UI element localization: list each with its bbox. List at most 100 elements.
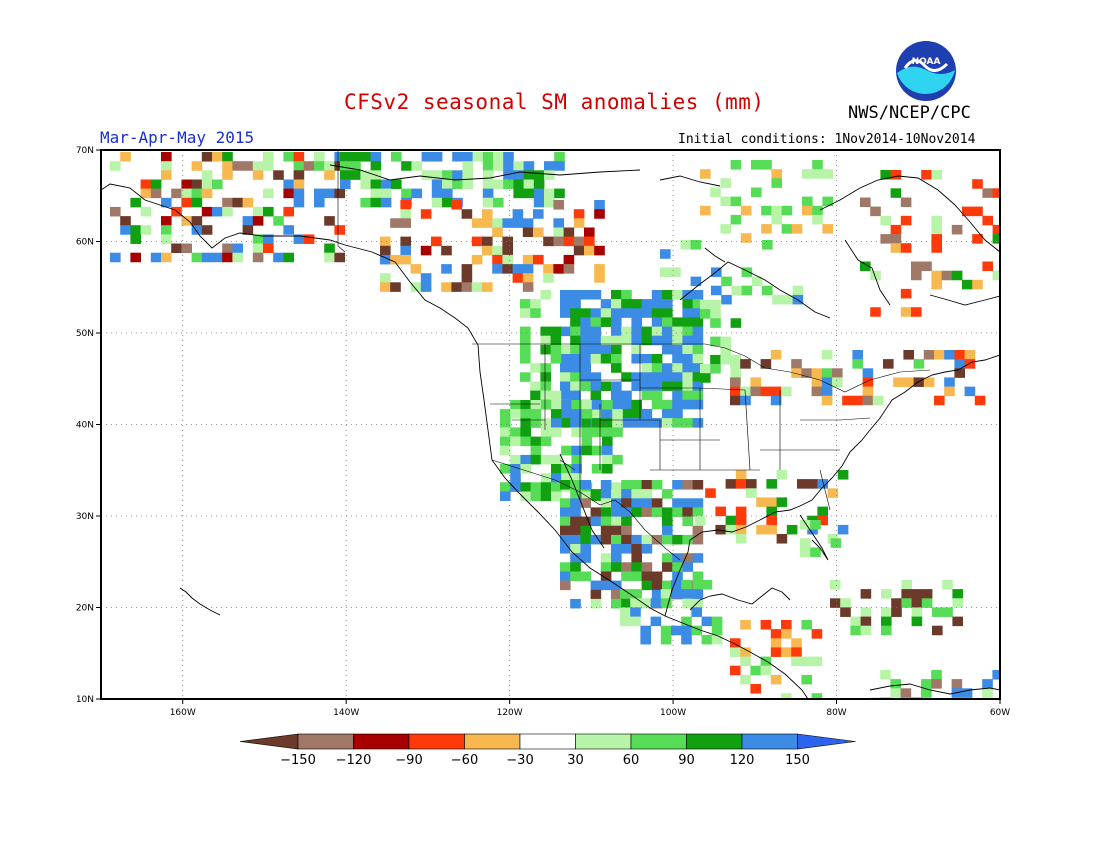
- anomaly-cell: [621, 390, 632, 401]
- colorbar-label: −90: [395, 753, 422, 768]
- anomaly-cell: [611, 335, 622, 346]
- anomaly-cell: [544, 188, 555, 199]
- anomaly-cell: [802, 205, 813, 216]
- anomaly-cell: [600, 344, 612, 355]
- anomaly-cell: [594, 273, 605, 283]
- anomaly-cell: [452, 152, 463, 162]
- anomaly-cell: [591, 445, 603, 456]
- anomaly-cell: [400, 218, 411, 228]
- anomaly-cell: [631, 335, 642, 346]
- anomaly-cell: [762, 240, 773, 250]
- anomaly-cell: [590, 507, 602, 517]
- anomaly-cell: [520, 409, 531, 419]
- coastline-segment: [929, 294, 1000, 306]
- anomaly-cell: [710, 187, 721, 198]
- colorbar-segment: [741, 733, 798, 750]
- anomaly-cell: [944, 350, 955, 360]
- anomaly-cell: [651, 534, 663, 545]
- anomaly-cell: [681, 616, 692, 627]
- anomaly-cell: [740, 233, 752, 243]
- anomaly-cell: [360, 152, 371, 162]
- colorbar-segment: [464, 733, 521, 750]
- anomaly-cell: [730, 214, 742, 225]
- anomaly-cell: [520, 299, 531, 309]
- anomaly-cell: [580, 308, 591, 318]
- anomaly-cell: [620, 607, 631, 617]
- anomaly-cell: [161, 197, 172, 208]
- anomaly-cell: [651, 580, 663, 591]
- anomaly-cell: [741, 267, 753, 277]
- anomaly-cell: [672, 418, 683, 428]
- anomaly-cell: [740, 620, 751, 630]
- anomaly-cell: [554, 188, 565, 199]
- anomaly-cell: [786, 524, 798, 535]
- anomaly-cell: [651, 354, 663, 364]
- anomaly-cell: [512, 264, 524, 274]
- anomaly-cell: [811, 386, 823, 397]
- anomaly-cell: [553, 218, 564, 228]
- anomaly-cell: [710, 336, 721, 347]
- anomaly-cell: [293, 170, 305, 180]
- coastline-segment: [704, 247, 726, 263]
- anomaly-cell: [870, 307, 881, 317]
- anomaly-cell: [530, 445, 542, 456]
- anomaly-cell: [544, 197, 555, 208]
- anomaly-cell: [232, 243, 243, 254]
- anomaly-cell: [821, 350, 833, 360]
- anomaly-cell: [850, 616, 861, 627]
- anomaly-cell: [520, 454, 531, 465]
- anomaly-cell: [811, 629, 823, 639]
- anomaly-cell: [741, 285, 753, 296]
- anomaly-cell: [482, 245, 493, 256]
- anomaly-cell: [273, 216, 284, 226]
- anomaly-cell: [530, 299, 541, 309]
- anomaly-cell: [681, 589, 692, 599]
- anomaly-cell: [682, 507, 693, 517]
- anomaly-cell: [641, 335, 653, 346]
- anomaly-cell: [201, 170, 213, 180]
- anomaly-cell: [890, 224, 902, 235]
- anomaly-cell: [293, 197, 305, 208]
- lat-tick-label: 20N: [76, 604, 94, 614]
- anomaly-cell: [500, 436, 511, 447]
- anomaly-cell: [533, 209, 544, 219]
- anomaly-cell: [502, 236, 513, 247]
- anomaly-cell: [680, 240, 691, 250]
- anomaly-cell: [222, 206, 233, 217]
- anomaly-cell: [530, 308, 541, 318]
- anomaly-cell: [921, 688, 932, 698]
- anomaly-cell: [651, 290, 663, 300]
- anomaly-cell: [911, 616, 923, 627]
- anomaly-cell: [273, 252, 284, 263]
- anomaly-cell: [692, 299, 704, 309]
- anomaly-cell: [692, 308, 704, 318]
- anomaly-cell: [390, 282, 401, 292]
- longitude-ticks: 160W 140W 120W 100W 80W 60W: [170, 699, 1010, 718]
- anomaly-cell: [662, 525, 673, 536]
- anomaly-cell: [611, 516, 622, 527]
- anomaly-cell: [471, 282, 483, 292]
- anomaly-cell: [735, 470, 747, 480]
- anomaly-cell: [982, 688, 993, 698]
- anomaly-cell: [520, 344, 531, 355]
- anomaly-cell: [252, 170, 264, 180]
- anomaly-cell: [510, 473, 521, 483]
- anomaly-cell: [822, 169, 833, 179]
- anomaly-cell: [540, 473, 552, 483]
- anomaly-cell: [870, 206, 881, 217]
- anomaly-cell: [766, 479, 777, 489]
- anomaly-cell: [662, 418, 673, 428]
- anomaly-cell: [161, 170, 172, 180]
- anomaly-cell: [812, 169, 823, 179]
- anomaly-cell: [540, 290, 551, 300]
- anomaly-cell: [550, 390, 562, 401]
- anomaly-cell: [711, 285, 722, 296]
- anomaly-cell: [631, 372, 642, 382]
- anomaly-cell: [662, 507, 673, 517]
- anomaly-cell: [283, 188, 294, 199]
- anomaly-cell: [852, 359, 863, 369]
- anomaly-cell: [982, 188, 993, 198]
- anomaly-cell: [740, 656, 751, 667]
- anomaly-cell: [523, 161, 535, 171]
- anomaly-cell: [860, 625, 872, 636]
